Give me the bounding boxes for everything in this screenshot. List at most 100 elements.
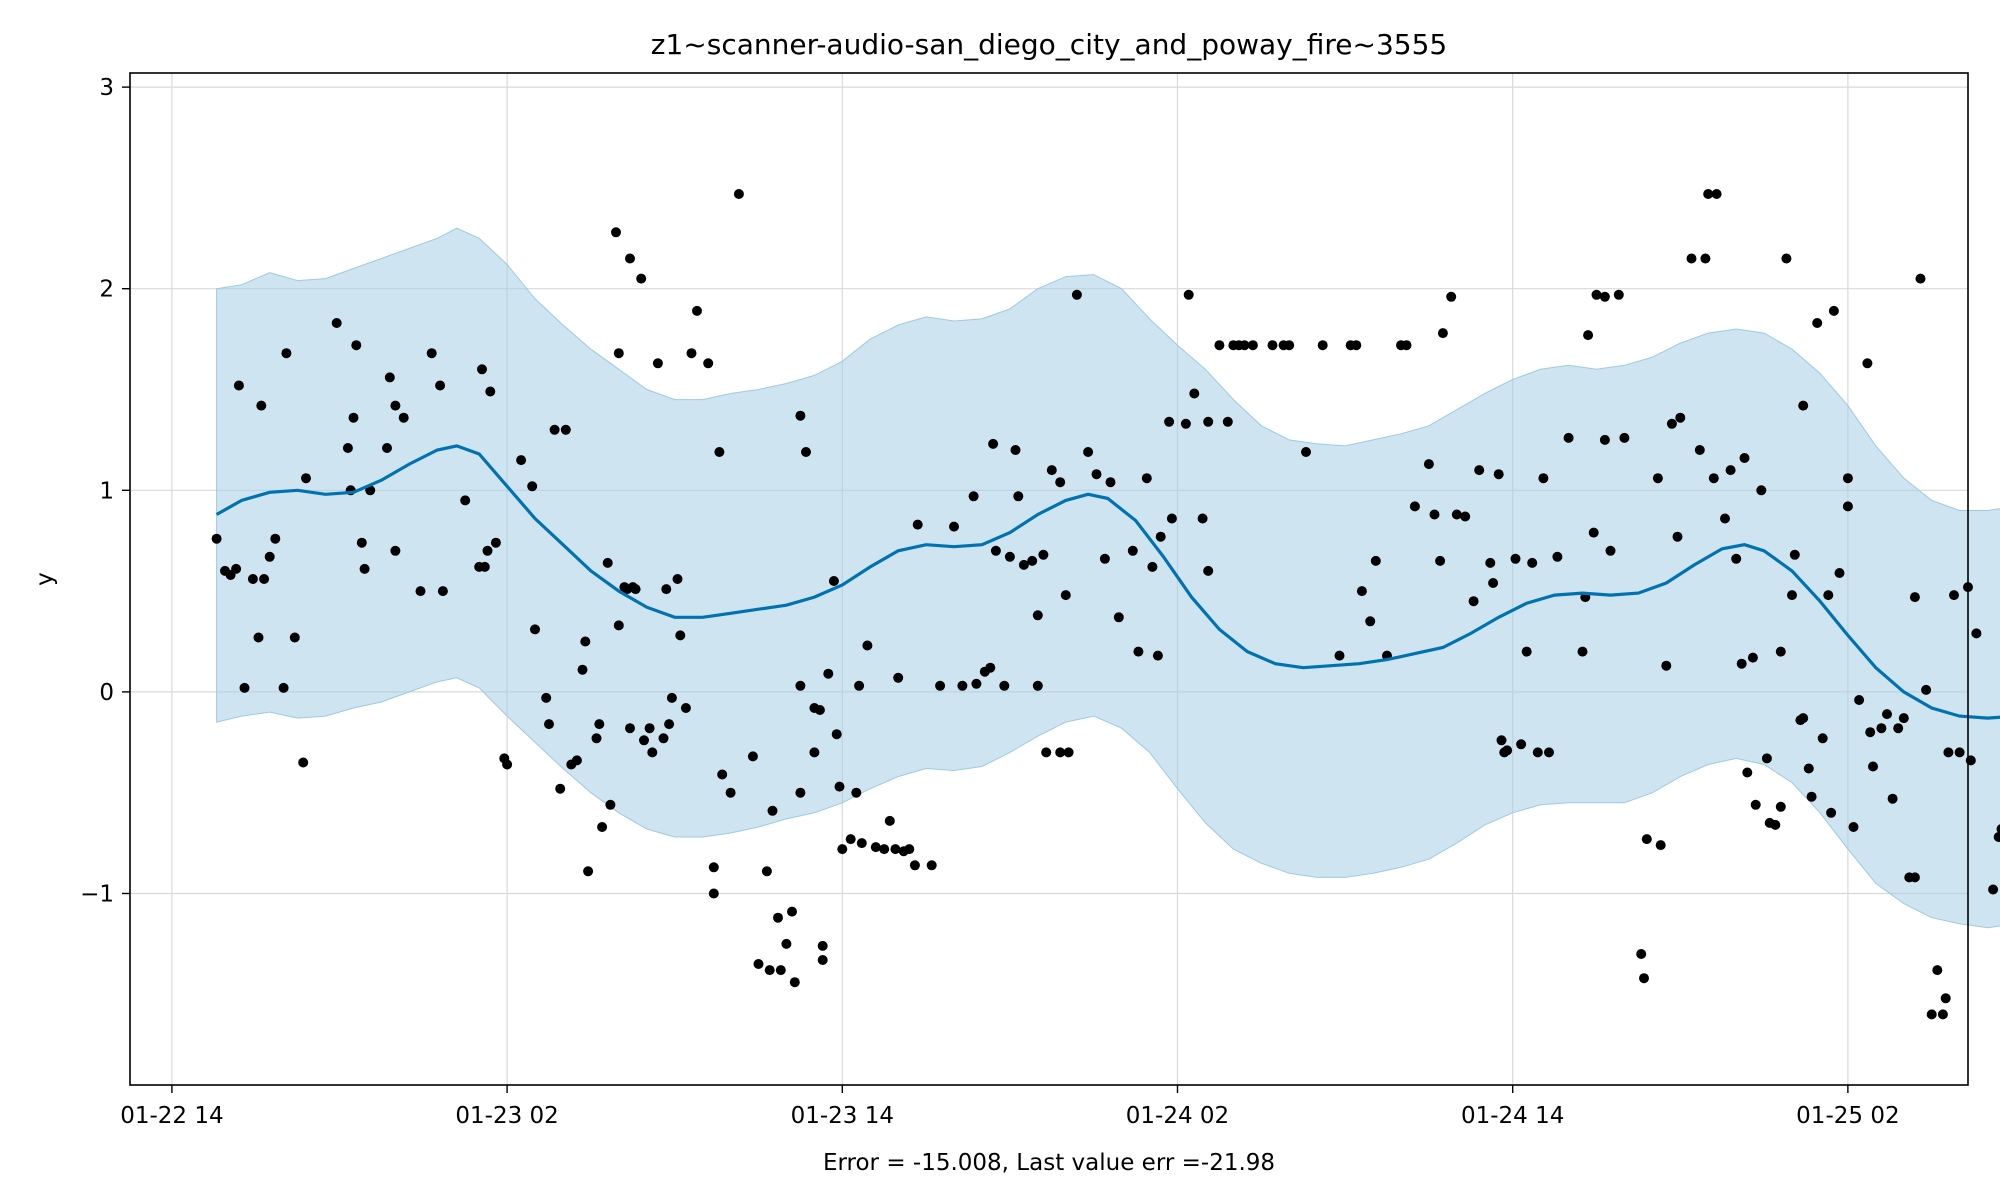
observed-point (1197, 513, 1208, 524)
observed-point (851, 787, 862, 798)
observed-point (1032, 680, 1043, 691)
observed-point (823, 668, 834, 679)
observed-point (1909, 592, 1920, 603)
observed-point (1988, 884, 1999, 895)
uncertainty-band (216, 227, 2000, 929)
observed-point (639, 735, 649, 746)
observed-point (773, 912, 783, 923)
observed-point (1133, 646, 1144, 657)
observed-point (1996, 824, 2000, 834)
observed-point (1725, 465, 1736, 476)
observed-point (342, 443, 353, 453)
observed-point (1798, 713, 1809, 724)
observed-point (1613, 289, 1624, 300)
observed-point (1636, 949, 1647, 959)
observed-point (1502, 745, 1513, 756)
observed-point (1301, 447, 1311, 457)
observed-point (233, 380, 244, 391)
observed-point (1317, 340, 1328, 351)
y-tick-label: 0 (99, 680, 114, 706)
observed-point (1639, 973, 1649, 984)
observed-point (1488, 578, 1499, 588)
observed-point (789, 977, 800, 988)
observed-point (1203, 565, 1214, 576)
observed-point (625, 723, 635, 734)
x-tick-label: 01-22 14 (120, 1103, 223, 1129)
observed-point (530, 624, 540, 635)
observed-point (1823, 590, 1834, 601)
observed-point (680, 703, 691, 713)
observed-point (1032, 610, 1043, 621)
observed-point (1060, 590, 1071, 601)
observed-point (753, 959, 764, 969)
observed-point (658, 733, 669, 744)
observed-point (1842, 473, 1853, 484)
observed-point (1775, 801, 1786, 812)
plot-frame (129, 72, 1969, 1086)
observed-point (912, 519, 923, 530)
observed-point (990, 545, 1001, 556)
observed-point (708, 888, 719, 899)
observed-point (767, 805, 778, 816)
observed-point (1619, 432, 1630, 443)
observed-point (1334, 650, 1345, 661)
observed-point (845, 834, 856, 845)
observed-point (1214, 340, 1225, 351)
observed-point (781, 938, 792, 949)
observed-point (1703, 189, 1714, 199)
observed-point (1770, 819, 1781, 830)
observed-point (253, 632, 264, 643)
x-tick-label: 01-23 02 (455, 1103, 558, 1129)
observed-point (666, 692, 677, 703)
observed-point (1915, 273, 1926, 284)
observed-point (1932, 965, 1943, 976)
observed-point (1155, 531, 1166, 542)
observed-point (1189, 388, 1200, 399)
observed-point (809, 747, 820, 758)
observed-point (1247, 340, 1258, 351)
observed-point (247, 574, 258, 584)
observed-point (611, 227, 621, 238)
observed-point (1055, 747, 1066, 758)
observed-point (1949, 590, 1959, 601)
observed-point (893, 672, 904, 683)
observed-point (1739, 453, 1750, 463)
observed-point (1127, 545, 1138, 556)
observed-point (1708, 473, 1719, 484)
observed-point (382, 443, 392, 453)
observed-point (1868, 761, 1878, 772)
observed-point (1661, 660, 1672, 671)
y-tick-label: 1 (99, 478, 114, 504)
observed-point (1720, 513, 1730, 524)
observed-point (1203, 416, 1214, 427)
observed-point (1666, 418, 1677, 429)
observed-point (625, 253, 635, 264)
observed-point (398, 412, 409, 423)
observed-point (1071, 289, 1082, 300)
observed-point (597, 822, 608, 832)
observed-point (644, 723, 655, 734)
observed-point (1711, 189, 1722, 199)
observed-point (1882, 709, 1892, 720)
observed-point (1013, 491, 1024, 502)
observed-point (1686, 253, 1697, 264)
observed-point (1909, 872, 1920, 883)
observed-point (1731, 553, 1742, 564)
observed-point (1493, 469, 1504, 480)
observed-point (817, 940, 828, 951)
observed-point (636, 273, 647, 284)
observed-point (541, 692, 552, 703)
observed-point (733, 189, 744, 199)
observed-point (1781, 253, 1792, 264)
observed-point (1591, 289, 1602, 300)
observed-point (231, 563, 242, 574)
observed-point (1004, 551, 1015, 562)
observed-point (834, 781, 845, 792)
observed-point (761, 866, 772, 877)
observed-point (527, 481, 538, 492)
observed-point (1672, 531, 1683, 542)
observed-point (482, 545, 493, 556)
observed-point (460, 495, 471, 506)
observed-point (435, 380, 446, 391)
observed-point (270, 533, 281, 544)
